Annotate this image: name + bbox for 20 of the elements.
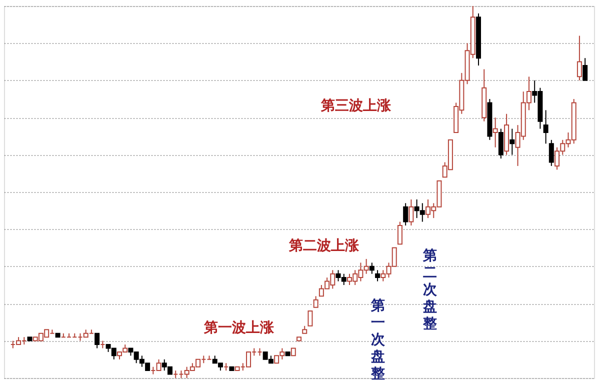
candlestick xyxy=(492,117,498,148)
candlestick xyxy=(94,332,100,349)
candlestick xyxy=(582,58,588,81)
candlestick xyxy=(375,270,380,282)
candlestick xyxy=(308,310,313,326)
candlestick xyxy=(403,202,408,226)
annotation: 第二次盘整 xyxy=(422,248,438,332)
candlestick xyxy=(543,110,548,144)
candlestick xyxy=(498,128,504,160)
annotation: 第三波上涨 xyxy=(320,98,392,114)
annotation: 第一次盘整 xyxy=(370,298,386,382)
candlestick xyxy=(313,296,318,308)
annotation: 第一波上涨 xyxy=(203,320,275,336)
candlestick xyxy=(510,128,515,156)
candlestick xyxy=(576,35,582,81)
candlestick xyxy=(548,139,554,166)
annotation: 第二波上涨 xyxy=(288,238,360,254)
candlestick xyxy=(408,198,414,226)
candlestick xyxy=(369,262,374,274)
candlestick xyxy=(397,221,402,245)
